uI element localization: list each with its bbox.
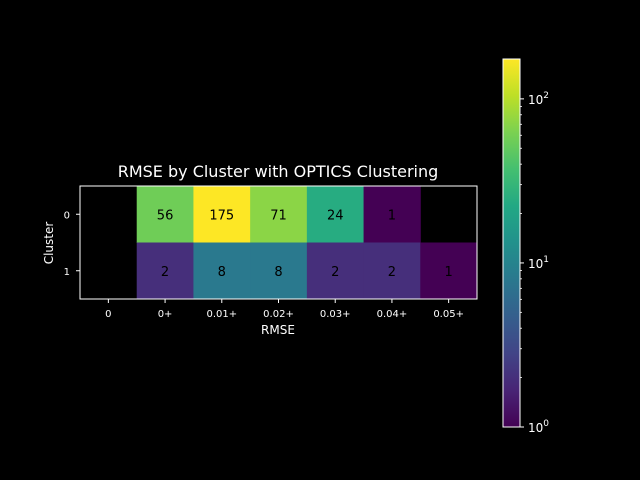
cell-value-label: 56: [157, 208, 174, 223]
x-axis-label: RMSE: [261, 323, 295, 337]
x-tick-label: 0.01+: [206, 309, 237, 320]
colorbar-tick-label: 102: [528, 91, 549, 107]
x-tick-label: 0.03+: [320, 309, 351, 320]
heatmap-cell: [306, 242, 365, 300]
colorbar-tick-label: 100: [528, 419, 549, 435]
cell-value-label: 24: [327, 208, 344, 223]
cell-value-label: 2: [161, 265, 169, 280]
colorbar-tick-label: 101: [528, 255, 549, 271]
heatmap-cells: [136, 186, 478, 300]
cell-value-label: 1: [388, 208, 396, 223]
y-tick-label: 1: [64, 267, 70, 278]
x-tick-label: 0.04+: [377, 309, 408, 320]
cell-value-label: 8: [218, 265, 226, 280]
heatmap-cell-labels: 56 175 71 24 1 2 8 8 2 2 1: [157, 208, 453, 280]
x-tick-label: 0+: [158, 309, 173, 320]
y-axis-ticks: 01: [64, 210, 80, 278]
heatmap-cell: [193, 242, 251, 300]
x-tick-label: 0: [105, 309, 111, 320]
cell-value-label: 2: [331, 265, 339, 280]
heatmap-cell: [363, 242, 421, 300]
y-axis-label: Cluster: [42, 222, 56, 265]
cell-value-label: 1: [445, 265, 453, 280]
heatmap-cell: [250, 242, 308, 300]
heatmap-cell: [250, 186, 308, 243]
heatmap-cell: [363, 186, 421, 243]
y-tick-label: 0: [64, 210, 70, 221]
cell-value-label: 2: [388, 265, 396, 280]
cell-value-label: 71: [270, 208, 287, 223]
x-tick-label: 0.05+: [433, 309, 464, 320]
heatmap-cell: [306, 186, 365, 243]
cell-value-label: 8: [274, 265, 282, 280]
heatmap-cell: [136, 242, 194, 300]
colorbar-ticks: 100 101 102: [520, 91, 549, 435]
cell-value-label: 175: [209, 208, 234, 223]
heatmap-cell: [193, 186, 251, 243]
x-axis-ticks: 0 0+ 0.01+ 0.02+ 0.03+ 0.04+ 0.05+: [105, 299, 464, 320]
colorbar: [502, 58, 521, 428]
heatmap-cell: [136, 186, 194, 243]
x-tick-label: 0.02+: [263, 309, 294, 320]
chart-title: RMSE by Cluster with OPTICS Clustering: [118, 162, 439, 181]
heatmap-cell: [420, 242, 478, 300]
